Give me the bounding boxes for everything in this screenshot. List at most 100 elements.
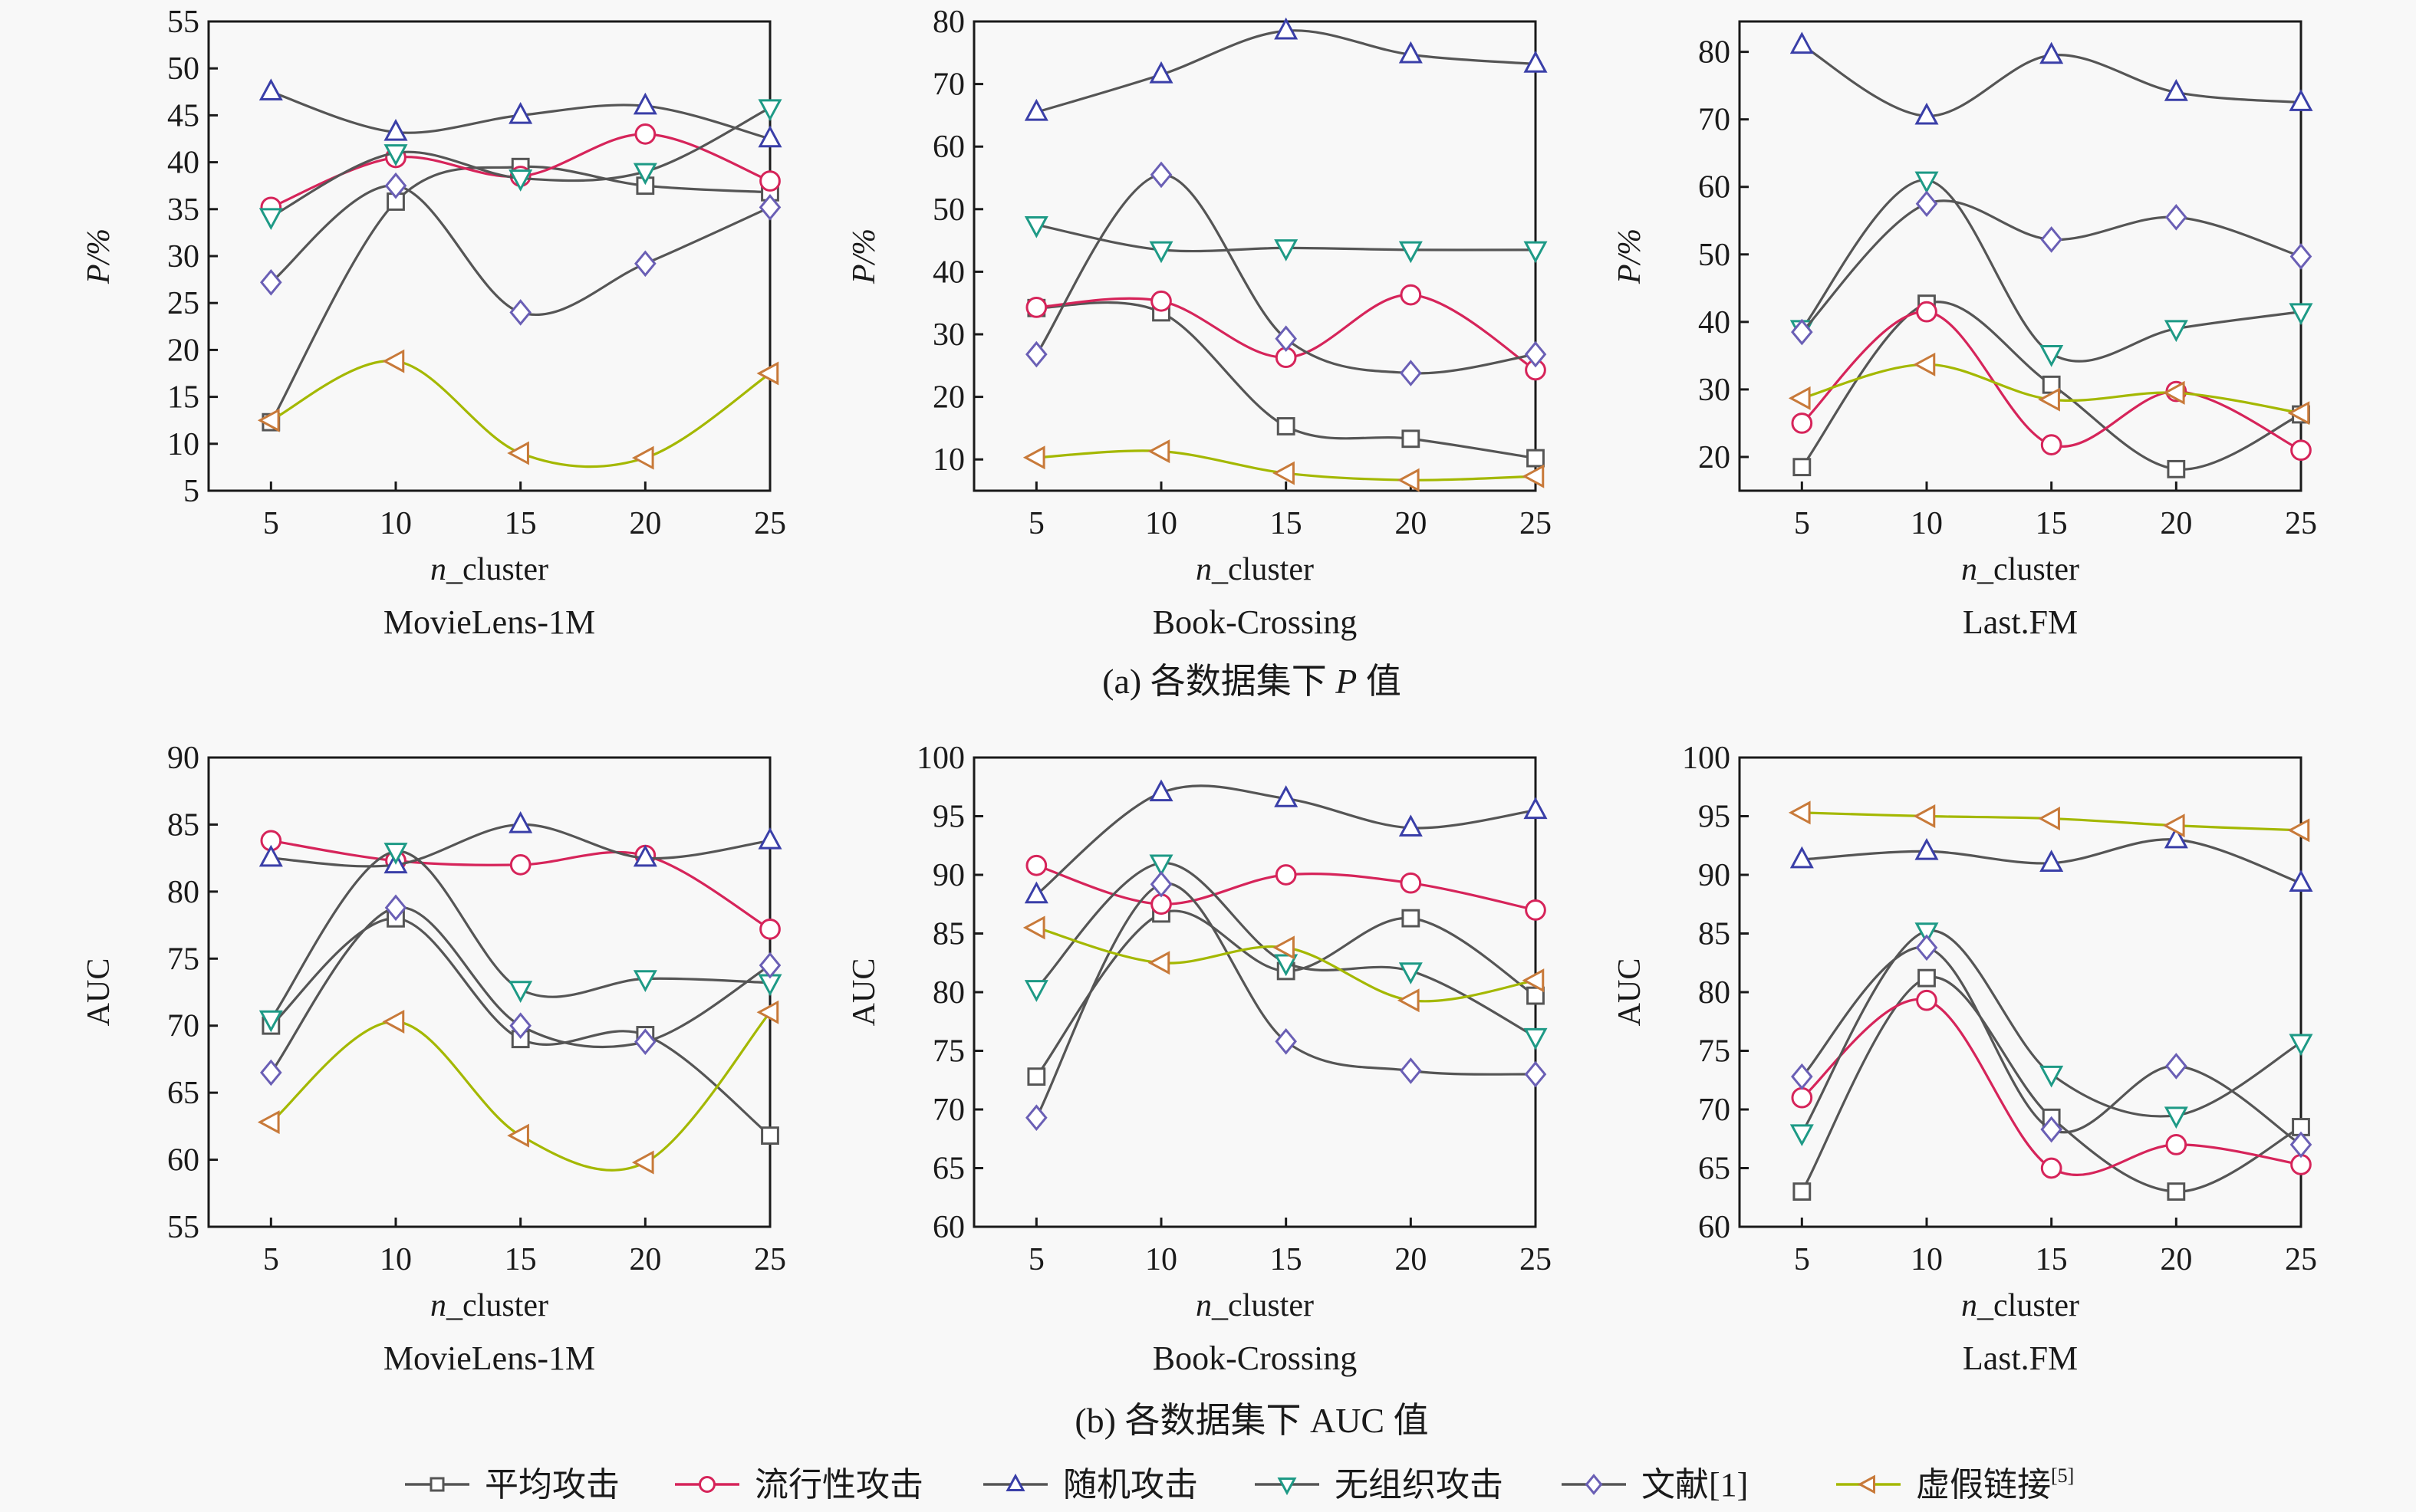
data-point (509, 1012, 532, 1040)
data-point (1274, 785, 1299, 807)
data-point (1147, 439, 1170, 464)
data-point (634, 250, 657, 278)
data-point (1149, 61, 1173, 84)
data-point (2165, 1053, 2187, 1080)
x-tick-label: 10 (1145, 1242, 1177, 1277)
data-point (1526, 986, 1545, 1005)
series-line (1035, 882, 1536, 1119)
data-point (258, 208, 283, 231)
data-point (2290, 1154, 2312, 1175)
x-tick-label: 15 (2036, 1242, 2068, 1277)
data-point (2038, 807, 2060, 831)
data-point (2040, 226, 2062, 253)
data-point (1027, 1067, 1046, 1086)
x-tick-label: 15 (1270, 1242, 1302, 1277)
y-tick-label: 15 (167, 380, 199, 416)
data-point (1523, 51, 1548, 73)
data-point (2289, 243, 2312, 270)
y-tick-label: 65 (933, 1152, 965, 1187)
legend-item: 无组织攻击 (1255, 1466, 1503, 1504)
x-tick-label: 5 (1029, 1242, 1045, 1277)
data-point (1024, 98, 1048, 121)
y-axis-title: P/% (1612, 228, 1647, 284)
legend-item: 文献[1] (1562, 1466, 1748, 1504)
y-tick-label: 25 (167, 286, 199, 321)
series-5 (1022, 439, 1545, 492)
x-tick-label: 5 (1029, 506, 1045, 541)
series-5 (1022, 915, 1545, 1013)
data-point (257, 1110, 280, 1135)
data-point (2040, 1116, 2062, 1143)
series-0 (1792, 968, 2310, 1201)
data-point (634, 1028, 657, 1056)
series-1 (1025, 854, 1546, 921)
y-axis-title: AUC (847, 958, 882, 1027)
data-point (759, 918, 781, 940)
data-point (509, 810, 533, 833)
data-point (2167, 459, 2186, 478)
legend-label: 无组织攻击 (1335, 1466, 1503, 1504)
data-point (1276, 417, 1295, 436)
data-point (1024, 980, 1048, 1002)
legend-marker-icon (1277, 1477, 1297, 1496)
series-2 (1789, 826, 2313, 892)
data-point (1789, 31, 1814, 54)
series-line (270, 906, 771, 1073)
y-tick-label: 60 (1698, 1210, 1730, 1245)
series-3 (1024, 854, 1548, 1050)
y-tick-label: 50 (1698, 238, 1730, 273)
legend-marker-icon (699, 1476, 716, 1493)
data-point (2289, 869, 2313, 892)
data-point (633, 92, 657, 115)
dataset-label: MovieLens-1M (383, 1339, 595, 1377)
caption-a-prefix: (a) 各数据集下 (1102, 662, 1335, 701)
y-tick-label: 85 (933, 917, 965, 952)
data-point (1025, 854, 1048, 876)
data-point (1523, 241, 1548, 264)
y-tick-label: 75 (933, 1034, 965, 1070)
data-point (758, 827, 782, 850)
x-tick-label: 25 (754, 1242, 786, 1277)
data-point (1524, 340, 1547, 368)
panel-b-movielens-1m: 55 60 65 70 75 80 85 90 5 10 15 20 25 n_cluster MovieL… (81, 741, 786, 1377)
y-tick-label: 60 (1698, 170, 1730, 205)
y-tick-label: 80 (1698, 975, 1730, 1011)
x-axis-title-italic: n (1196, 552, 1212, 587)
data-point (258, 78, 283, 101)
y-tick-label: 75 (167, 942, 199, 977)
y-tick-label: 60 (933, 1210, 965, 1245)
data-point (1022, 915, 1045, 940)
y-axis-title: AUC (81, 958, 117, 1027)
data-point (1522, 968, 1545, 993)
data-point (758, 125, 782, 148)
series-line (270, 850, 771, 1020)
data-point (1275, 864, 1297, 886)
data-point (633, 163, 657, 186)
x-tick-label: 15 (505, 506, 537, 541)
dataset-label: Book-Crossing (1153, 603, 1357, 641)
series-3 (1789, 922, 2313, 1147)
data-point (1272, 935, 1295, 960)
y-tick-label: 80 (933, 5, 965, 40)
data-point (1400, 872, 1422, 894)
data-point (2165, 1134, 2187, 1155)
x-axis-title-italic: n (430, 1288, 446, 1323)
y-tick-label: 75 (1698, 1034, 1730, 1070)
y-tick-label: 60 (167, 1143, 199, 1178)
data-point (633, 970, 657, 992)
y-tick-label: 10 (167, 427, 199, 462)
x-tick-label: 5 (263, 506, 279, 541)
legend-item: 随机攻击 (983, 1466, 1198, 1504)
data-point (1914, 922, 1939, 945)
series-2 (1024, 779, 1548, 904)
data-point (1523, 797, 1548, 820)
y-tick-label: 55 (167, 5, 199, 40)
legend-marker-icon (1006, 1473, 1025, 1491)
y-tick-label: 40 (933, 255, 965, 290)
series-4 (1791, 934, 2312, 1159)
y-tick-label: 50 (167, 51, 199, 87)
data-point (1916, 989, 1937, 1011)
dataset-label: Last.FM (1963, 1339, 2078, 1377)
data-point (384, 894, 407, 922)
